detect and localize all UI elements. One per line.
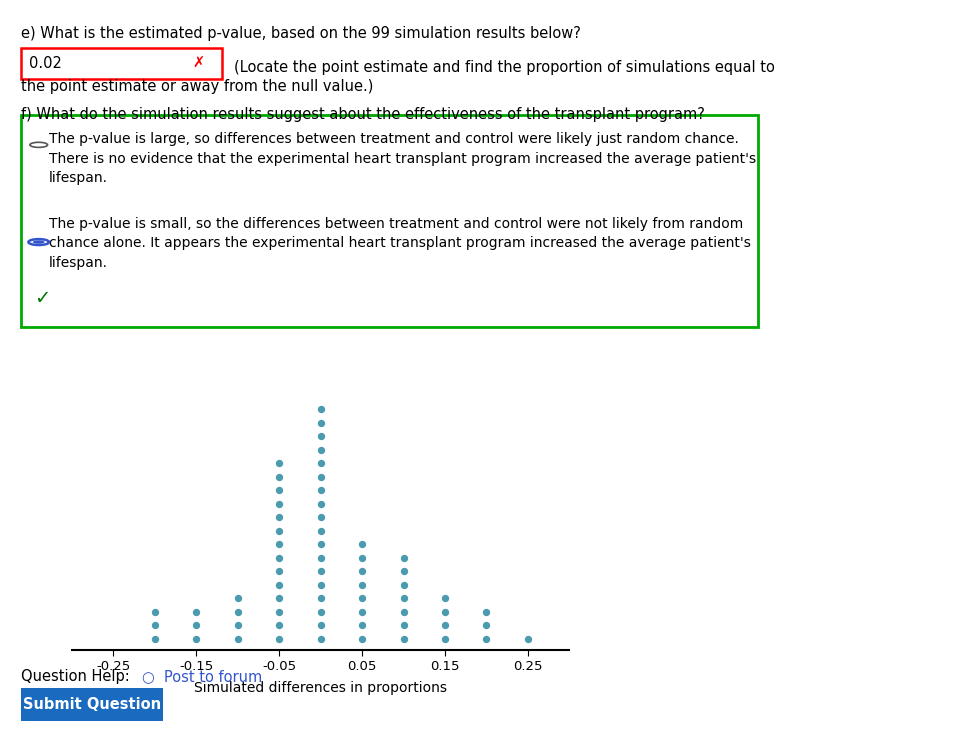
Point [272,484,287,496]
Text: Submit Question: Submit Question [23,697,161,712]
Point [396,592,412,604]
Text: f) What do the simulation results suggest about the effectiveness of the transpl: f) What do the simulation results sugges… [21,107,705,122]
Point [313,430,328,442]
Point [354,565,369,577]
Point [313,498,328,509]
Point [313,565,328,577]
Point [478,633,494,644]
Point [313,444,328,456]
Text: ✓: ✓ [34,288,51,308]
Point [313,484,328,496]
Point [313,471,328,483]
Point [478,619,494,631]
Point [313,417,328,429]
Point [396,565,412,577]
Point [478,606,494,617]
Point [354,579,369,591]
Point [313,539,328,550]
Point [437,592,453,604]
Point [272,619,287,631]
Point [354,606,369,617]
Point [272,633,287,644]
Point [272,512,287,523]
Point [272,579,287,591]
Point [437,606,453,617]
FancyBboxPatch shape [10,685,174,724]
Text: the point estimate or away from the null value.): the point estimate or away from the null… [21,79,373,93]
Text: ✗: ✗ [191,57,204,71]
Text: (Locate the point estimate and find the proportion of simulations equal to: (Locate the point estimate and find the … [234,60,775,75]
Point [396,633,412,644]
Point [272,552,287,564]
Point [230,633,245,644]
Point [272,606,287,617]
Point [437,633,453,644]
Point [313,404,328,415]
Point [313,592,328,604]
Text: The p-value is large, so differences between treatment and control were likely j: The p-value is large, so differences bet… [49,132,756,185]
Point [313,633,328,644]
Point [189,619,204,631]
Text: The p-value is small, so the differences between treatment and control were not : The p-value is small, so the differences… [49,217,751,269]
Point [147,606,163,617]
Point [396,552,412,564]
Point [313,457,328,469]
Point [189,633,204,644]
Point [396,579,412,591]
Point [396,619,412,631]
Point [147,633,163,644]
Point [354,592,369,604]
Point [272,592,287,604]
Point [313,579,328,591]
Point [396,606,412,617]
Point [189,606,204,617]
Point [354,552,369,564]
Point [437,619,453,631]
Point [272,498,287,509]
Point [230,592,245,604]
Text: ○  Post to forum: ○ Post to forum [142,669,262,684]
Point [521,633,536,644]
Point [313,606,328,617]
Point [272,457,287,469]
Text: e) What is the estimated p-value, based on the 99 simulation results below?: e) What is the estimated p-value, based … [21,26,581,41]
Point [354,619,369,631]
Point [313,525,328,537]
Point [230,619,245,631]
Point [354,633,369,644]
Point [313,619,328,631]
Point [147,619,163,631]
Point [354,539,369,550]
Point [230,606,245,617]
Point [313,512,328,523]
Point [272,565,287,577]
Point [272,539,287,550]
Text: 0.02: 0.02 [29,57,62,71]
X-axis label: Simulated differences in proportions: Simulated differences in proportions [194,681,447,695]
Point [272,525,287,537]
Point [313,552,328,564]
Circle shape [33,240,45,244]
Point [272,471,287,483]
Text: Question Help:: Question Help: [21,669,130,684]
Circle shape [29,239,49,245]
